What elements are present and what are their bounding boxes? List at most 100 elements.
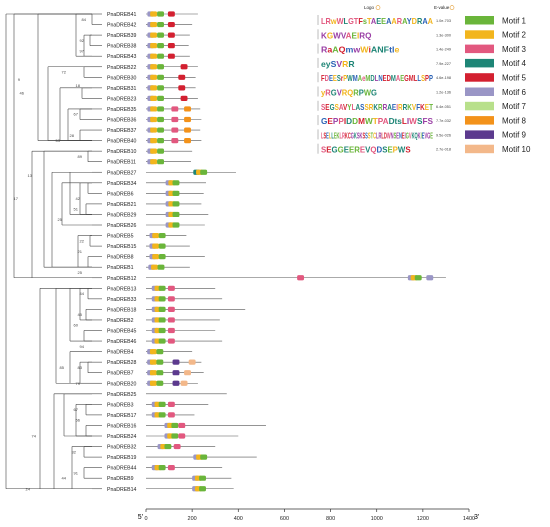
gene-label: PnaDREB26 xyxy=(107,223,137,229)
motif-evalue: 6.4e-051 xyxy=(436,105,451,109)
bootstrap-value: 67 xyxy=(74,112,79,117)
gene-label: PnaDREB35 xyxy=(107,107,137,113)
legend-label: Motif 1 xyxy=(502,16,527,25)
gene-label: PnaDREB39 xyxy=(107,33,137,39)
motif-1-box xyxy=(158,338,166,344)
motif-3-box xyxy=(167,327,175,334)
gene-label: PnaDREB3 xyxy=(107,402,134,408)
evalue-help-icon[interactable] xyxy=(449,5,455,10)
motif-1-box xyxy=(414,275,422,281)
legend-label: Motif 2 xyxy=(502,31,527,40)
gene-label: PnaDREB31 xyxy=(107,86,137,92)
motif-3-box xyxy=(178,433,186,439)
motif-tracks xyxy=(146,11,446,492)
motif-8-box xyxy=(184,127,191,133)
axis-tick-label: 1000 xyxy=(371,516,383,522)
logo-row: yRGVRQRPWG 1.2e-136 xyxy=(317,86,451,98)
motif-1-box xyxy=(158,254,166,260)
bootstrap-value: 67 xyxy=(74,407,79,412)
bootstrap-value: 51 xyxy=(74,207,79,212)
motif-1-box xyxy=(157,106,164,112)
bootstrap-value: 72 xyxy=(62,70,67,75)
motif-logo-sequence: LSELLEKLRKCGKSKSSSTCLRLDWNSENEIGVKQKIEVG… xyxy=(321,131,433,140)
motif-10-box xyxy=(184,370,191,376)
gene-label: PnaDREB21 xyxy=(107,202,137,208)
gene-label: PnaDREB45 xyxy=(107,329,137,335)
gene-label: PnaDREB30 xyxy=(107,75,137,81)
motif-2-box xyxy=(150,11,158,17)
motif-2-box xyxy=(149,359,157,365)
motif-1-box xyxy=(172,211,180,218)
bootstrap-value: 85 xyxy=(60,365,65,370)
motif-1-box xyxy=(158,412,166,418)
motif-3-box xyxy=(178,422,186,429)
bootstrap-value: 18 xyxy=(76,83,81,88)
motif-8-box xyxy=(184,138,191,144)
motif-5-box xyxy=(178,74,186,80)
bootstrap-value: 74 xyxy=(32,434,37,439)
motif-2-box xyxy=(150,64,158,70)
motif-1-box xyxy=(200,169,208,175)
motif-2-box xyxy=(150,32,158,38)
motif-2-box xyxy=(150,148,158,154)
motif-1-box xyxy=(158,317,166,323)
motif-9-box xyxy=(172,359,180,365)
motif-1-box xyxy=(158,465,166,471)
motif-1-box xyxy=(157,85,164,91)
motif-9-box xyxy=(172,380,180,386)
axis-left-label: 5' xyxy=(138,514,143,521)
motif-1-box xyxy=(158,327,166,334)
gene-label: PnaDREB23 xyxy=(107,96,137,102)
legend-label: Motif 4 xyxy=(502,59,527,68)
legend-swatch xyxy=(465,101,494,111)
axis-tick-label: 400 xyxy=(234,516,243,522)
gene-label: PnaDREB24 xyxy=(107,434,137,440)
axis-tick-label: 1400 xyxy=(463,516,475,522)
motif-3-box xyxy=(167,306,175,312)
motif-3-box xyxy=(167,317,175,323)
legend-swatch xyxy=(465,16,494,25)
motif-1-box xyxy=(157,116,164,123)
motif-logo-sequence: GEPPIDDMWTPADtsLIWSFS xyxy=(321,117,434,126)
bootstrap-value: 56 xyxy=(76,418,81,423)
gene-label: PnaDREB7 xyxy=(107,371,134,377)
motif-1-box xyxy=(164,443,172,450)
logo-help-icon[interactable] xyxy=(375,5,381,10)
motif-logo-sequence: SEGSAVYLASSRKRRAEIRRKVFKET xyxy=(321,103,433,112)
logo-row: LRwWLGTFsTAEEAARAYDRAA 1.0e-703 xyxy=(317,15,451,26)
bootstrap-value: 32 xyxy=(72,449,77,454)
motif-1-box xyxy=(157,74,164,80)
bootstrap-value: 24 xyxy=(26,486,31,491)
gene-label: PnaDREB19 xyxy=(107,455,137,461)
gene-label: PnaDREB27 xyxy=(107,170,137,176)
motif-1-box xyxy=(156,349,164,355)
motif-3-box xyxy=(167,401,175,407)
motif-2-box xyxy=(152,232,160,239)
motif-3-box xyxy=(171,127,179,133)
gene-label: PnaDREB34 xyxy=(107,181,137,187)
motif-2-box xyxy=(150,43,158,49)
bootstrap-value: 17 xyxy=(14,196,19,201)
motif-1-box xyxy=(157,32,164,38)
gene-label: PnaDREB28 xyxy=(107,360,137,366)
gene-label: PnaDREB43 xyxy=(107,54,137,60)
motif-logo-sequence: RaAQmwWiANFtle xyxy=(321,46,400,55)
gene-label: PnaDREB12 xyxy=(107,276,137,282)
motif-1-box xyxy=(157,159,164,165)
bootstrap-value: 13 xyxy=(28,173,33,178)
motif-1-box xyxy=(199,475,206,481)
motif-2-box xyxy=(150,74,158,80)
motif-10-box xyxy=(188,359,196,365)
motif-2-box xyxy=(152,254,160,260)
gene-label: PnaDREB16 xyxy=(107,423,137,429)
logo-row: SEGGEEREVQDSEPWS 2.7e-018 xyxy=(317,143,451,155)
bootstrap-value: 46 xyxy=(20,91,25,96)
motif-1-box xyxy=(158,243,166,249)
gene-label: PnaDREB17 xyxy=(107,413,137,419)
phylogenetic-tree xyxy=(5,13,102,490)
motif-5-box xyxy=(167,32,175,38)
bootstrap-value: 91 xyxy=(74,470,79,475)
legend-swatch xyxy=(465,116,494,125)
motif-legend: Motif 1 Motif 2 Motif 3 Motif 4 Motif 5 Motif… xyxy=(465,16,531,154)
